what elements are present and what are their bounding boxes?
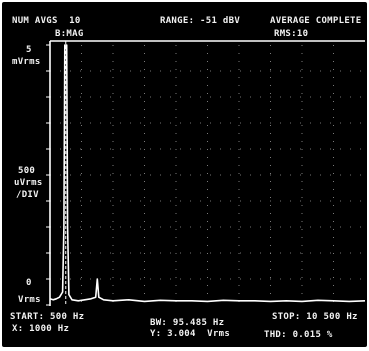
- stop-frequency: STOP: 10 500 Hz: [272, 312, 358, 322]
- num-avgs-readout: NUM AVGS 10: [12, 16, 81, 26]
- y-top-value: 5: [26, 45, 32, 55]
- analyzer-screen: NUM AVGS 10 B:MAG RANGE: -51 dBV AVERAGE…: [2, 2, 367, 347]
- trace-layer: [49, 41, 366, 305]
- y-scale-value: 500: [18, 166, 36, 176]
- thd-readout: THD: 0.015 %: [264, 330, 333, 340]
- start-frequency: START: 500 Hz: [10, 312, 85, 322]
- spectrum-chart: [46, 40, 366, 306]
- status-readout: AVERAGE COMPLETE: [270, 16, 362, 26]
- rms-readout: RMS:10: [274, 29, 309, 39]
- plot-axes: [46, 40, 365, 306]
- y-scale-per: /DIV: [16, 190, 39, 200]
- y-scale-unit: uVrms: [14, 178, 43, 188]
- y-bottom-value: 0: [26, 278, 32, 288]
- y-top-unit: mVrms: [12, 57, 41, 67]
- bandwidth-readout: BW: 95.485 Hz: [150, 318, 225, 328]
- trace-label: B:MAG: [55, 29, 84, 39]
- range-readout: RANGE: -51 dBV: [160, 16, 241, 26]
- grid: [50, 45, 365, 305]
- y-marker-readout: Y: 3.004 Vrms: [150, 329, 231, 339]
- spectrum-trace: [49, 44, 366, 303]
- x-marker-readout: X: 1000 Hz: [12, 324, 70, 334]
- y-bottom-unit: Vrms: [18, 295, 41, 305]
